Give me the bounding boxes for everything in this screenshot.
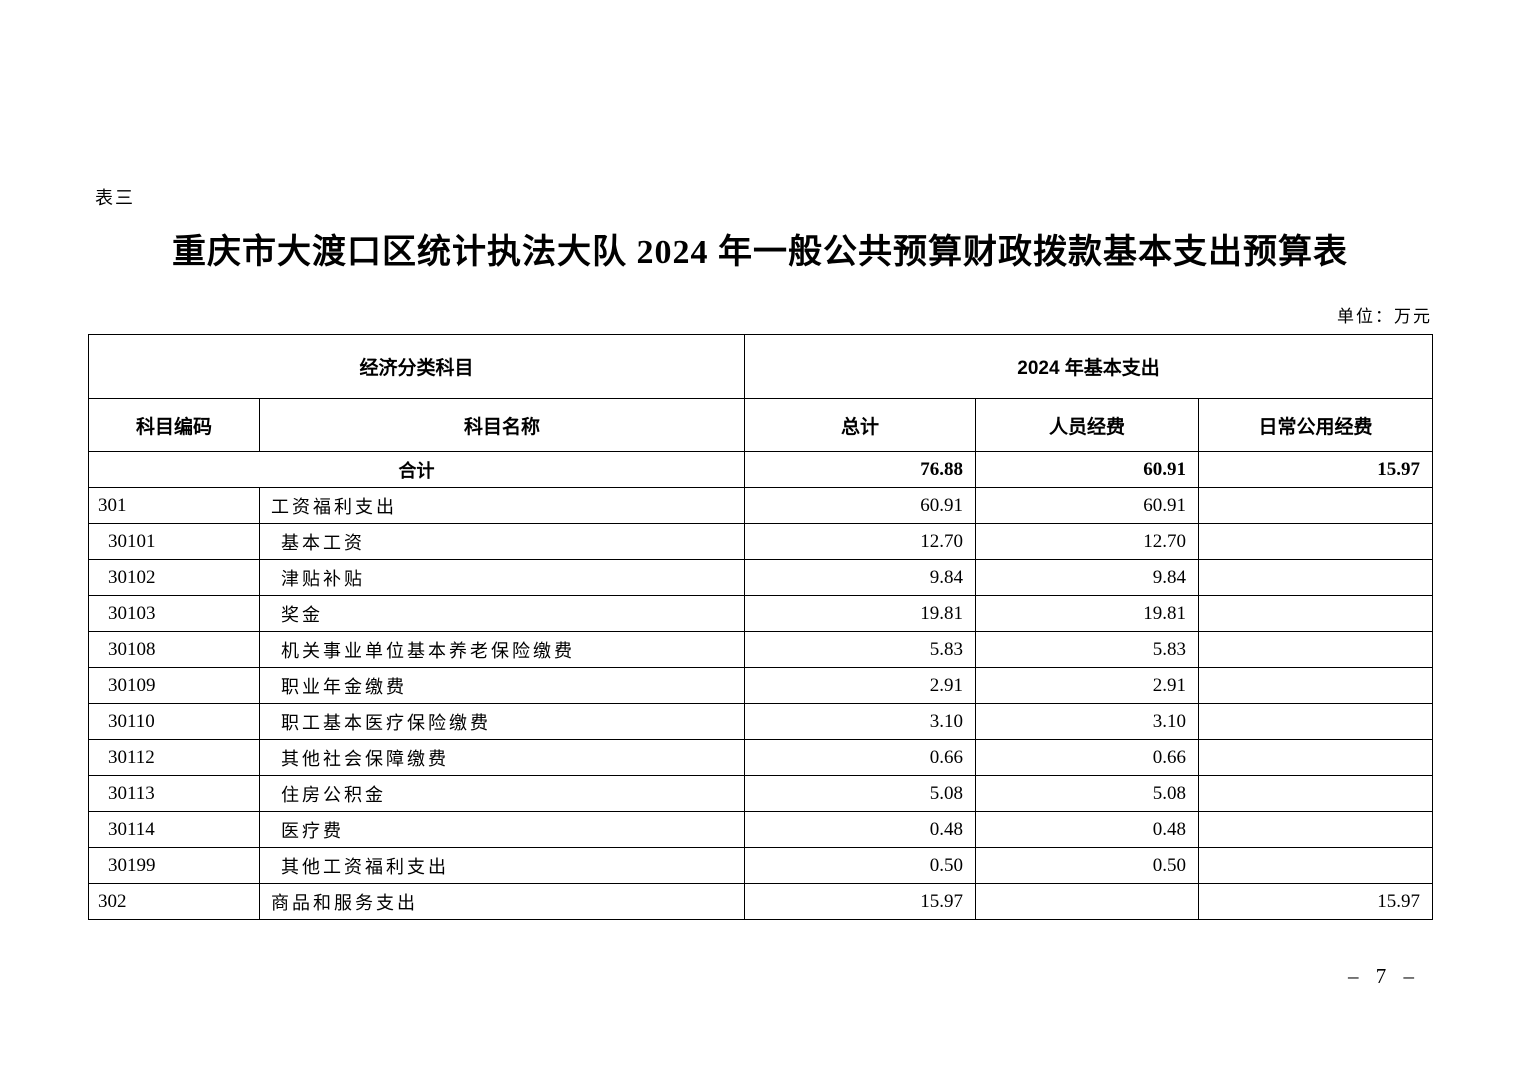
unit-note: 单位：万元 (1337, 307, 1432, 326)
page-number: – 7 – (1348, 964, 1420, 988)
cell-personnel: 0.48 (975, 811, 1200, 848)
table-row: 30114 医疗费 0.48 0.48 (88, 811, 1434, 848)
cell-personnel: 2.91 (975, 667, 1200, 704)
cell-daily-public (1198, 739, 1434, 776)
cell-daily-public (1198, 631, 1434, 668)
cell-daily-public (1198, 595, 1434, 632)
cell-daily-public: 15.97 (1198, 883, 1434, 920)
cell-subject-code: 30103 (88, 595, 260, 632)
table-row: 30113 住房公积金 5.08 5.08 (88, 775, 1434, 812)
cell-subject-code: 301 (88, 487, 260, 524)
cell-daily-public (1198, 775, 1434, 812)
cell-subject-name: 医疗费 (258, 811, 746, 848)
total-row-label: 合计 (87, 451, 746, 488)
cell-total: 0.50 (744, 847, 977, 884)
cell-daily-public (1198, 523, 1434, 560)
cell-total: 12.70 (744, 523, 977, 560)
cell-total: 3.10 (744, 703, 977, 740)
cell-subject-code: 30102 (88, 559, 260, 596)
cell-subject-code: 30113 (88, 775, 260, 812)
cell-personnel: 5.83 (975, 631, 1200, 668)
total-row: 合计 76.88 60.91 15.97 (87, 451, 1434, 488)
cell-daily-public (1198, 559, 1434, 596)
table-row: 30102 津贴补贴 9.84 9.84 (88, 559, 1434, 596)
cell-total: 19.81 (744, 595, 977, 632)
cell-daily-public (1198, 703, 1434, 740)
total-row-daily-public: 15.97 (1198, 451, 1434, 488)
cell-subject-name: 津贴补贴 (258, 559, 746, 596)
table-row: 302 商品和服务支出 15.97 15.97 (88, 883, 1434, 920)
cell-subject-code: 30101 (88, 523, 260, 560)
table-row: 301 工资福利支出 60.91 60.91 (88, 487, 1434, 524)
cell-personnel: 60.91 (975, 487, 1200, 524)
cell-subject-name: 其他社会保障缴费 (258, 739, 746, 776)
cell-total: 0.66 (744, 739, 977, 776)
cell-total: 60.91 (744, 487, 977, 524)
cell-personnel: 19.81 (975, 595, 1200, 632)
cell-total: 0.48 (744, 811, 977, 848)
cell-subject-code: 30109 (88, 667, 260, 704)
table-row: 30112 其他社会保障缴费 0.66 0.66 (88, 739, 1434, 776)
cell-subject-name: 机关事业单位基本养老保险缴费 (258, 631, 746, 668)
cell-subject-name: 住房公积金 (258, 775, 746, 812)
cell-subject-name: 职业年金缴费 (258, 667, 746, 704)
cell-daily-public (1198, 487, 1434, 524)
cell-personnel: 0.66 (975, 739, 1200, 776)
header-total: 总计 (744, 398, 977, 452)
header-economic-category: 经济分类科目 (87, 334, 746, 399)
header-basic-expenditure-2024: 2024 年基本支出 (744, 334, 1434, 399)
cell-subject-code: 30199 (88, 847, 260, 884)
table-row: 30109 职业年金缴费 2.91 2.91 (88, 667, 1434, 704)
cell-subject-code: 30110 (88, 703, 260, 740)
cell-subject-name: 奖金 (258, 595, 746, 632)
cell-subject-name: 基本工资 (258, 523, 746, 560)
cell-total: 2.91 (744, 667, 977, 704)
page-title: 重庆市大渡口区统计执法大队 2024 年一般公共预算财政拨款基本支出预算表 (172, 234, 1348, 271)
cell-subject-name: 商品和服务支出 (258, 883, 746, 920)
cell-personnel: 12.70 (975, 523, 1200, 560)
cell-subject-code: 30112 (88, 739, 260, 776)
header-subject-name: 科目名称 (258, 398, 746, 452)
table-row: 30108 机关事业单位基本养老保险缴费 5.83 5.83 (88, 631, 1434, 668)
table-row: 30103 奖金 19.81 19.81 (88, 595, 1434, 632)
cell-subject-name: 职工基本医疗保险缴费 (258, 703, 746, 740)
cell-personnel: 9.84 (975, 559, 1200, 596)
cell-total: 9.84 (744, 559, 977, 596)
cell-personnel: 5.08 (975, 775, 1200, 812)
cell-personnel: 3.10 (975, 703, 1200, 740)
total-row-total: 76.88 (744, 451, 977, 488)
table-header-group-row: 经济分类科目 2024 年基本支出 (87, 334, 1434, 399)
cell-subject-code: 30108 (88, 631, 260, 668)
cell-daily-public (1198, 811, 1434, 848)
header-daily-public-funds: 日常公用经费 (1198, 398, 1434, 452)
table-header-row: 科目编码 科目名称 总计 人员经费 日常公用经费 (88, 398, 1434, 452)
table-label: 表三 (95, 188, 135, 208)
table-row: 30110 职工基本医疗保险缴费 3.10 3.10 (88, 703, 1434, 740)
cell-subject-code: 30114 (88, 811, 260, 848)
cell-daily-public (1198, 847, 1434, 884)
cell-personnel (975, 883, 1200, 920)
total-row-personnel: 60.91 (975, 451, 1200, 488)
table-row: 30199 其他工资福利支出 0.50 0.50 (88, 847, 1434, 884)
budget-table: 经济分类科目 2024 年基本支出 科目编码 科目名称 总计 人员经费 日常公用… (87, 334, 1434, 920)
cell-total: 5.08 (744, 775, 977, 812)
cell-subject-name: 其他工资福利支出 (258, 847, 746, 884)
cell-personnel: 0.50 (975, 847, 1200, 884)
table-row: 30101 基本工资 12.70 12.70 (88, 523, 1434, 560)
cell-subject-name: 工资福利支出 (258, 487, 746, 524)
header-personnel-funds: 人员经费 (975, 398, 1200, 452)
cell-total: 15.97 (744, 883, 977, 920)
cell-subject-code: 302 (88, 883, 260, 920)
header-subject-code: 科目编码 (88, 398, 260, 452)
cell-daily-public (1198, 667, 1434, 704)
cell-total: 5.83 (744, 631, 977, 668)
